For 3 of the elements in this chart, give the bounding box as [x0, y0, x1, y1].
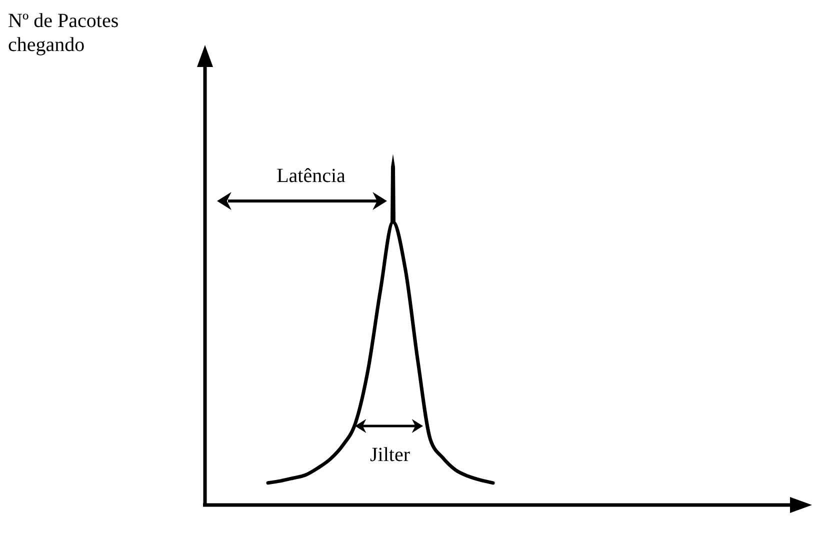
text: Nº de Pacotes chegando	[8, 10, 119, 56]
annotation: Jilter	[370, 444, 410, 466]
text: Latência	[276, 165, 346, 187]
